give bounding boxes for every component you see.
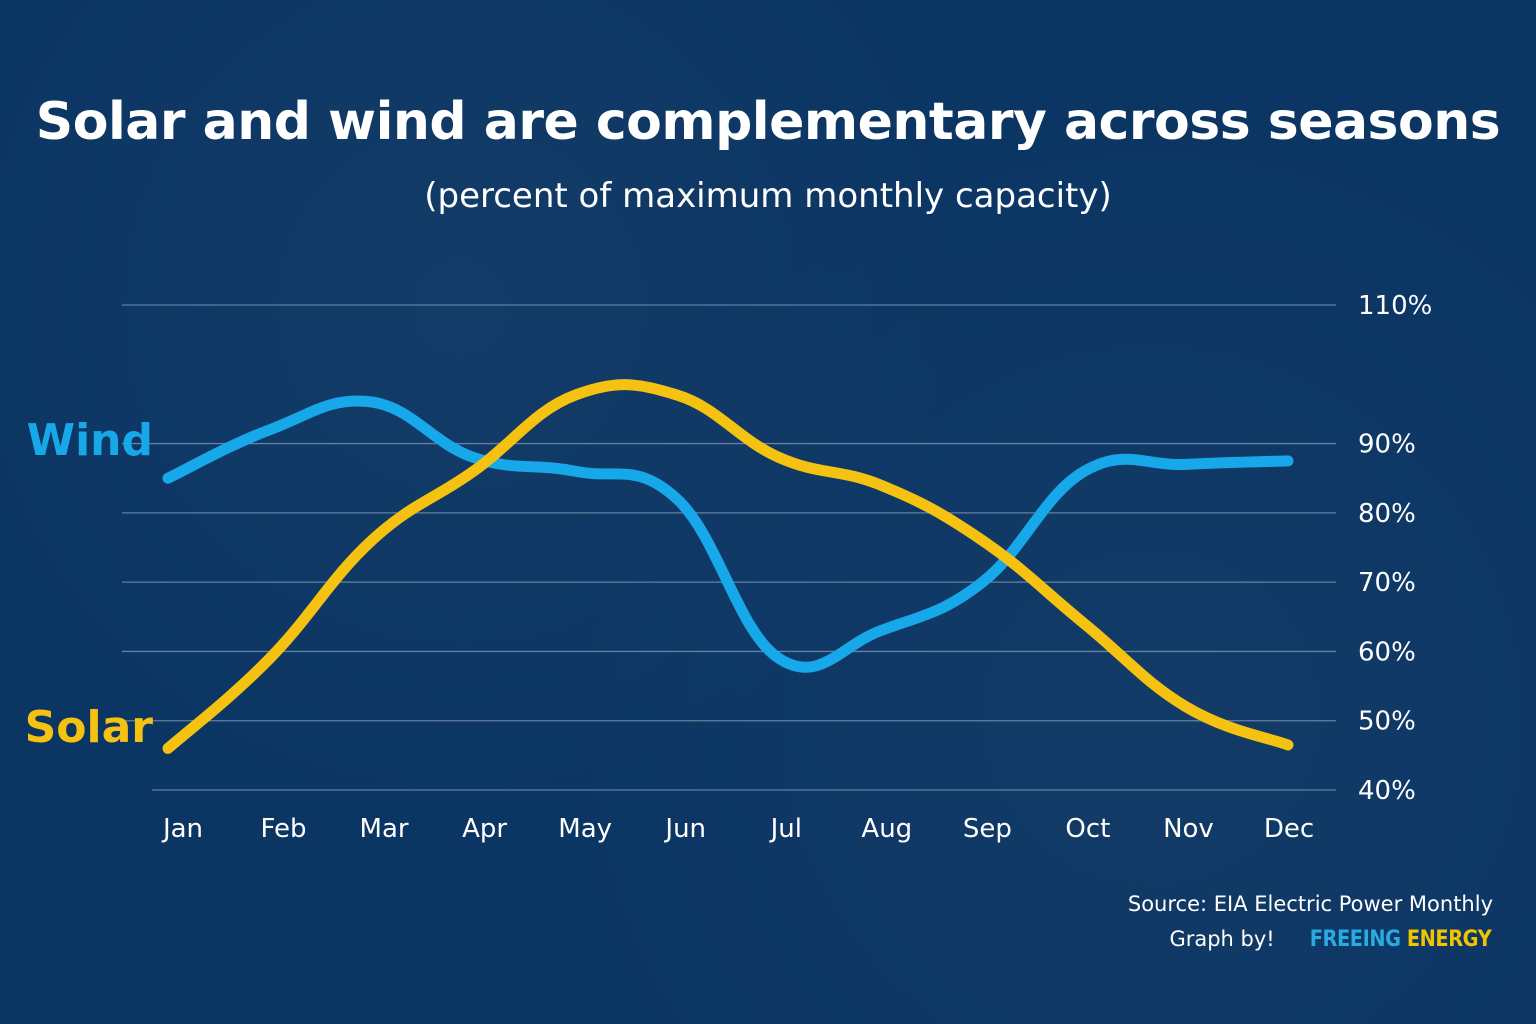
chart-subtitle: (percent of maximum monthly capacity) — [424, 176, 1112, 216]
brand-logo-part1: FREEING — [1309, 927, 1401, 952]
x-tick-label: May — [558, 814, 612, 844]
series-lines — [162, 379, 1294, 754]
brand-logo: FREEING ENERGY — [1309, 927, 1491, 952]
series-label-solar: Solar — [25, 702, 154, 753]
source-note: Source: EIA Electric Power Monthly — [1127, 892, 1493, 916]
x-tick-label: Oct — [1065, 814, 1110, 844]
x-tick-label: Feb — [261, 814, 307, 844]
y-axis-ticks: 40% 50% 60% 70% 80% 90% 110% — [1358, 291, 1432, 806]
grid-lines — [122, 304, 1336, 791]
chart-title: Solar and wind are complementary across … — [35, 92, 1501, 152]
x-tick-label: Nov — [1163, 814, 1214, 844]
brand-logo-part2: ENERGY — [1406, 927, 1492, 952]
y-tick-label: 40% — [1358, 776, 1416, 806]
x-tick-label: Aug — [861, 814, 912, 844]
x-tick-label: Jul — [769, 814, 802, 844]
y-tick-label: 50% — [1358, 707, 1416, 737]
y-tick-label: 80% — [1358, 499, 1416, 529]
x-tick-label: Sep — [963, 814, 1012, 844]
credit-prefix: Graph by! — [1169, 927, 1275, 951]
series-label-wind: Wind — [27, 415, 153, 466]
x-tick-label: Dec — [1264, 814, 1314, 844]
x-tick-label: Mar — [360, 814, 409, 844]
x-axis-ticks: Jan Feb Mar Apr May Jun Jul Aug Sep Oct Nov Dec — [161, 814, 1314, 844]
series-labels: Wind Solar — [25, 415, 154, 753]
x-tick-label: Jan — [161, 814, 203, 844]
y-tick-label: 110% — [1358, 291, 1432, 321]
series-line-solar — [162, 379, 1294, 754]
series-line-wind — [162, 395, 1294, 673]
x-tick-label: Apr — [462, 814, 507, 844]
y-tick-label: 70% — [1358, 568, 1416, 598]
y-tick-label: 60% — [1358, 637, 1416, 667]
credit-note: Graph by! FREEING ENERGY — [1169, 927, 1491, 952]
y-tick-label: 90% — [1358, 430, 1416, 460]
x-tick-label: Jun — [663, 814, 706, 844]
